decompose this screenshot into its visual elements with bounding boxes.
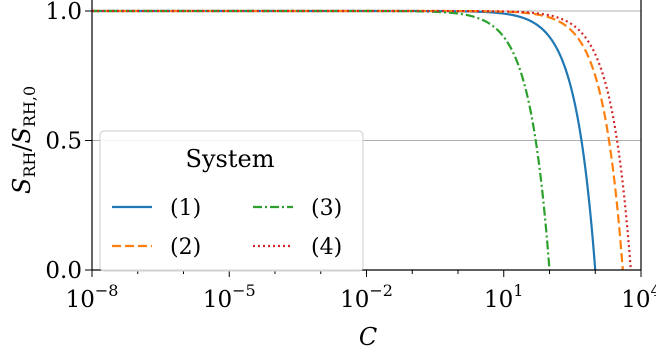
x-tick-label-2: 10−2: [340, 281, 393, 313]
x-tick-label-3: 101: [484, 281, 523, 313]
legend-label-4: (4): [311, 235, 342, 260]
y-axis-label-sub-num: RH: [20, 152, 39, 178]
legend-label-2: (2): [170, 235, 201, 260]
x-tick-exponent: 4: [651, 281, 656, 300]
x-tick-label-1: 10−5: [203, 281, 256, 313]
y-axis-label-main: S: [8, 178, 36, 194]
x-tick-base: 10: [66, 287, 95, 313]
x-axis-label: C: [359, 323, 377, 351]
x-tick-exponent: −8: [95, 281, 119, 300]
x-tick-exponent: −2: [369, 281, 393, 300]
y-axis-label-slash: /: [8, 143, 36, 152]
x-tick-base: 10: [484, 287, 513, 313]
x-tick-label-0: 10−8: [66, 281, 119, 313]
x-tick-labels: 10−8 10−5 10−2 101 104: [66, 281, 656, 313]
y-tick-label-2: 1.0: [45, 0, 82, 25]
legend-items: (1) (2) (3) (4): [112, 196, 342, 260]
x-tick-exponent: 1: [513, 281, 523, 300]
series-lines: [92, 9, 632, 271]
y-axis-label: SRH/SRH,0: [8, 86, 39, 194]
svg-text:SRH/SRH,0: SRH/SRH,0: [8, 86, 39, 194]
legend: System (1) (2) (3) (4): [99, 130, 364, 272]
y-axis-label-sub-den: RH,0: [20, 86, 39, 127]
y-axis-label-main-2: S: [8, 127, 36, 143]
y-tick-label-0: 0.0: [45, 258, 82, 284]
legend-box: [99, 130, 364, 272]
legend-label-1: (1): [170, 196, 201, 221]
y-tick-label-1: 0.5: [45, 129, 82, 155]
legend-title: System: [186, 145, 275, 173]
legend-label-3: (3): [311, 196, 342, 221]
x-tick-exponent: −5: [232, 281, 256, 300]
x-tick-base: 10: [203, 287, 232, 313]
x-tick-base: 10: [340, 287, 369, 313]
y-tick-labels: 0.0 0.5 1.0: [45, 0, 82, 284]
x-tick-label-4: 104: [621, 281, 656, 313]
x-tick-base: 10: [621, 287, 650, 313]
